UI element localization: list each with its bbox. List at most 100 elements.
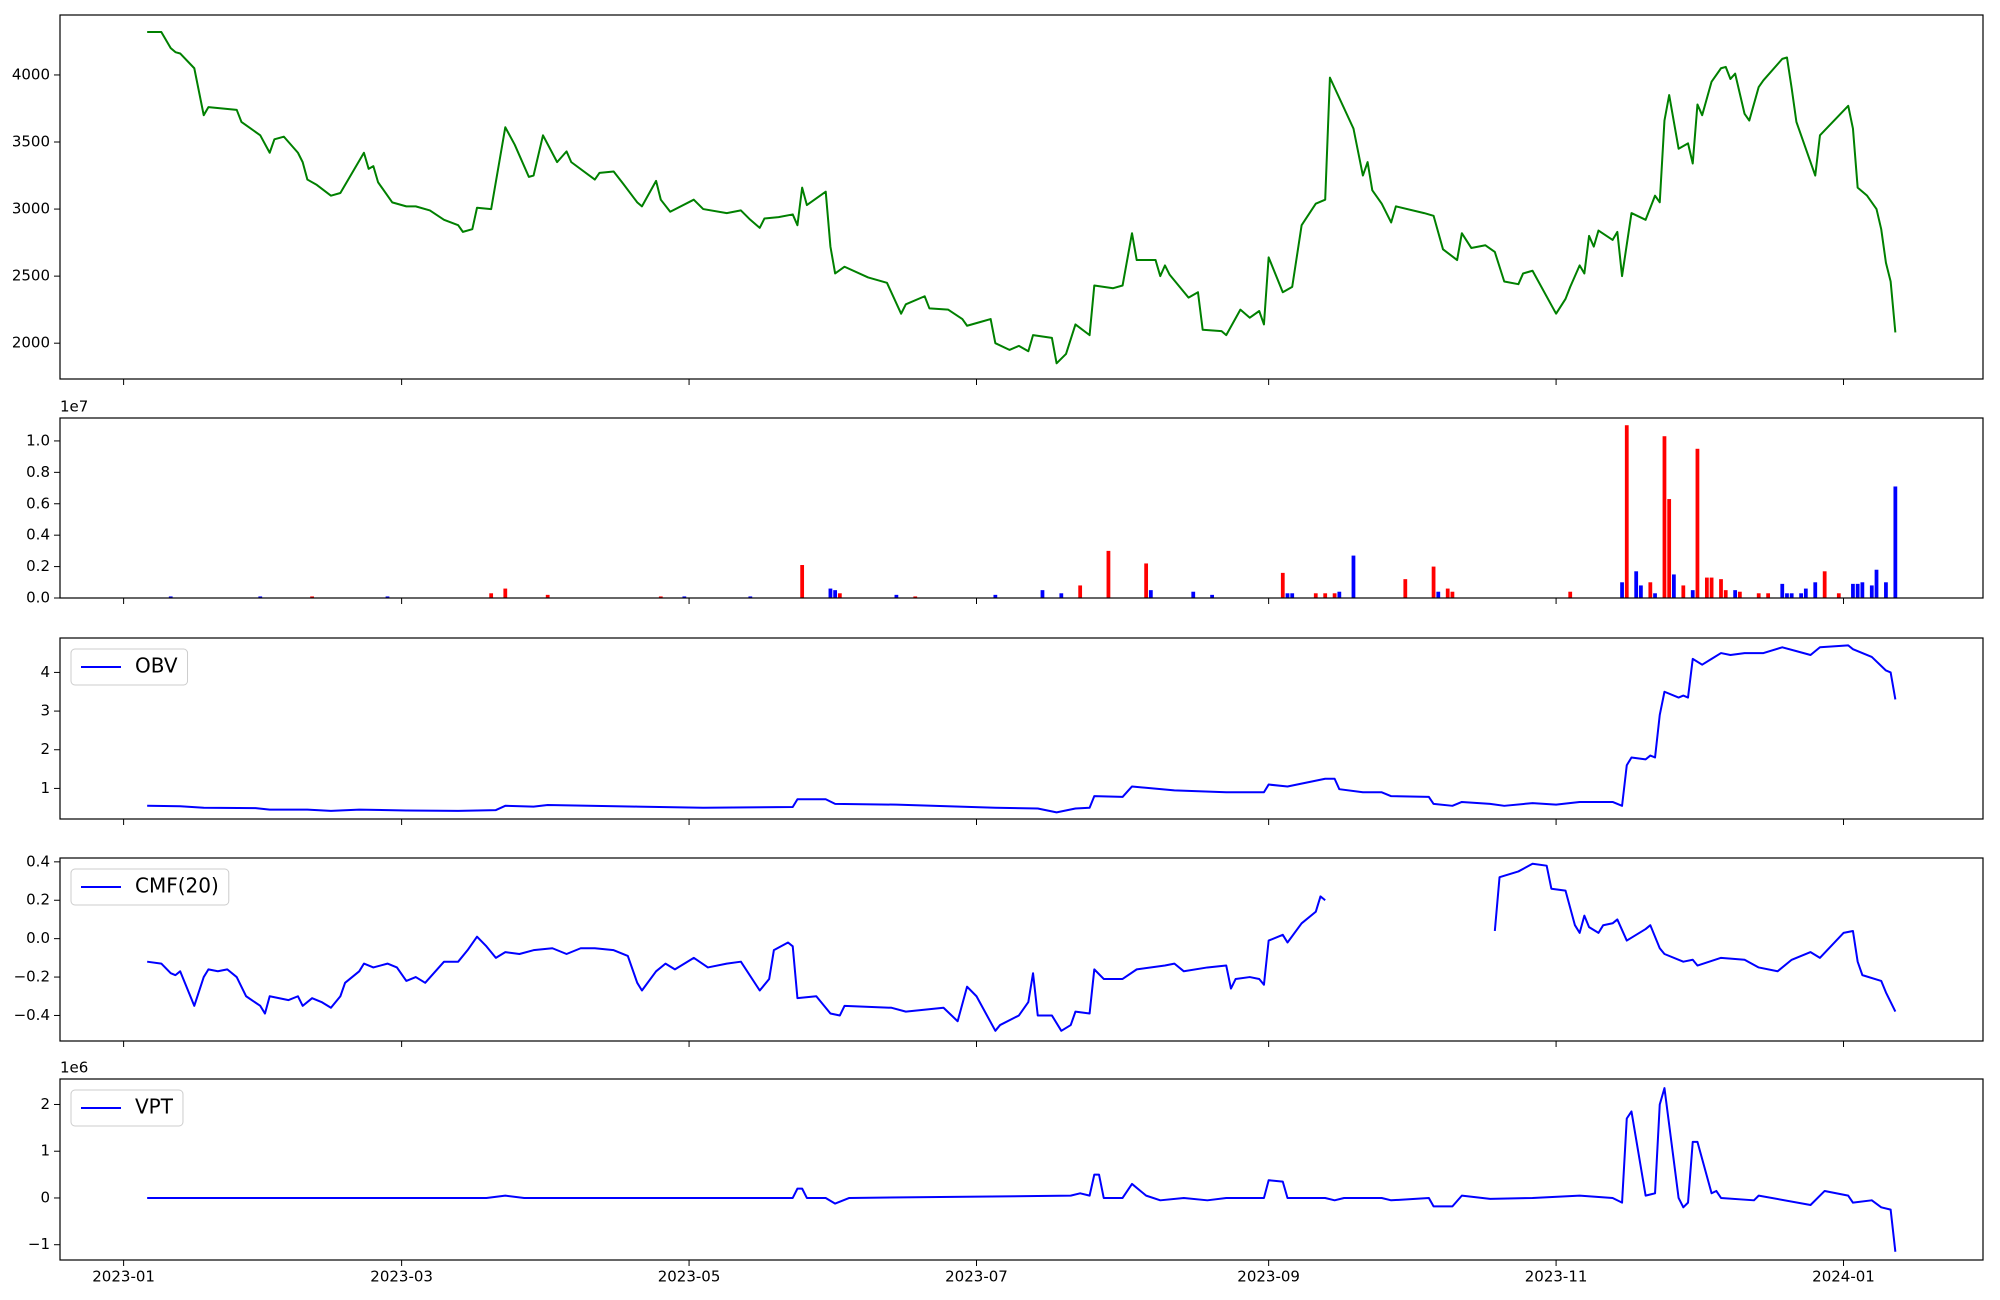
legend-box (70, 1089, 184, 1127)
volume-bar (1280, 572, 1285, 598)
y-tick-label: 0.2 (26, 891, 50, 909)
volume-bar (1799, 593, 1803, 598)
volume-bar (168, 596, 173, 598)
y-tick-label: −1 (28, 1235, 50, 1253)
y-tick-label: 3000 (12, 200, 50, 218)
volume-bar (503, 588, 508, 598)
volume-bar (1313, 593, 1318, 598)
y-tick-label: 2000 (12, 334, 50, 352)
volume-bar (1634, 571, 1639, 598)
volume-bar (1667, 499, 1672, 598)
volume-bar (1780, 583, 1785, 598)
axes-frame (59, 857, 1984, 1042)
y-tick-label: 2 (40, 1095, 50, 1113)
y-tick-label: 3500 (12, 133, 50, 151)
y-tick-label: 4 (40, 663, 50, 681)
axes-frame (59, 14, 1984, 380)
y-tick-label: 0.8 (26, 463, 50, 481)
volume-bar (1653, 593, 1657, 598)
volume-bar (1285, 593, 1290, 598)
volume-bar (1874, 569, 1879, 598)
volume-bar (682, 596, 687, 598)
panel: 0.0 0.2 0.4 0.6 0.8 1.0 1e7 (26, 398, 1984, 607)
volume-bar (1785, 593, 1789, 598)
panel: −1 0 1 2 2023-01 2023-03 2023-05 2023-07 2023-09… (28, 1059, 1984, 1286)
y-tick-label: 2 (40, 740, 50, 758)
offset-text: 1e6 (60, 1059, 88, 1077)
legend-label: OBV (135, 654, 178, 678)
volume-bar (1672, 574, 1676, 598)
volume-bar (1860, 582, 1865, 598)
y-tick-label: 1 (40, 1142, 50, 1160)
volume-bar (1766, 593, 1771, 598)
x-tick-label: 2023-07 (945, 1268, 1008, 1286)
series-line (147, 644, 1897, 814)
volume-bar (1431, 566, 1436, 598)
y-tick-label: 0.0 (26, 929, 50, 947)
y-tick-label: 0 (40, 1188, 50, 1206)
volume-bar (1690, 590, 1695, 598)
volume-bar (837, 593, 842, 598)
x-tick-label: 2023-03 (370, 1268, 433, 1286)
volume-bar (1040, 590, 1045, 598)
volume-bar (1144, 563, 1149, 598)
x-tick-label: 2023-09 (1237, 1268, 1300, 1286)
y-tick-label: 1 (40, 779, 50, 797)
volume-bar (1210, 594, 1214, 598)
volume-bar (1450, 591, 1455, 598)
volume-bar (1855, 583, 1860, 598)
panel: 2000 2500 3000 3500 4000 (12, 14, 1984, 385)
volume-bar (385, 596, 390, 598)
volume-bar (1191, 591, 1196, 598)
series-line (147, 862, 1897, 1032)
volume-bar (310, 596, 314, 598)
volume-bar (1789, 593, 1794, 598)
volume-bar (913, 596, 918, 598)
volume-bar (1078, 585, 1083, 598)
volume-bar (658, 596, 663, 598)
volume-bar (748, 596, 753, 598)
panel: −0.4 −0.2 0.0 0.2 0.4 CMF(20) (14, 852, 1984, 1047)
offset-text: 1e7 (60, 398, 88, 416)
volume-bar (1695, 448, 1700, 598)
volume-bar (1639, 585, 1643, 598)
series-line (147, 31, 1897, 365)
volume-bar (545, 594, 550, 598)
y-tick-label: 0.0 (26, 589, 50, 607)
x-tick-label: 2023-11 (1525, 1268, 1588, 1286)
volume-bar (1059, 593, 1064, 598)
volume-bar (1351, 555, 1356, 598)
volume-bar (1851, 583, 1855, 598)
x-tick-label: 2023-05 (658, 1268, 721, 1286)
y-tick-label: 0.6 (26, 494, 50, 512)
volume-bar (1704, 577, 1709, 598)
volume-bar (1624, 425, 1629, 598)
y-tick-label: −0.2 (14, 968, 50, 986)
volume-bar (1290, 593, 1295, 598)
volume-bar (1733, 590, 1738, 598)
x-tick-label: 2024-01 (1812, 1268, 1875, 1286)
volume-bar (1403, 579, 1408, 598)
volume-bar (1836, 593, 1841, 598)
panel: 1 2 3 4 OBV (40, 637, 1984, 825)
volume-bar (1813, 582, 1818, 598)
axes-frame (59, 417, 1984, 599)
legend-label: CMF(20) (135, 874, 219, 898)
volume-bar (1332, 593, 1337, 598)
volume-bar (258, 596, 263, 598)
legend-box (70, 868, 230, 906)
volume-bar (1737, 591, 1742, 598)
volume-bar (1323, 593, 1328, 598)
volume-bar (1568, 591, 1573, 598)
volume-bar (1662, 436, 1667, 598)
axes-frame (59, 1078, 1984, 1261)
volume-bar (1106, 550, 1111, 598)
series-line (147, 1087, 1897, 1252)
y-tick-label: 0.4 (26, 852, 50, 870)
volume-bar (1822, 571, 1827, 598)
volume-bar (1756, 593, 1761, 598)
volume-bar (1148, 590, 1153, 598)
volume-bar (1719, 579, 1723, 598)
y-tick-label: 0.4 (26, 526, 50, 544)
